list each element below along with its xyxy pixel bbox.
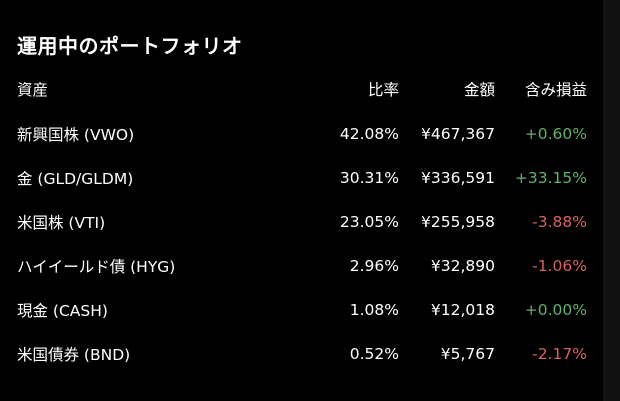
asset-ratio: 2.96% xyxy=(349,257,399,275)
column-header-amount[interactable]: 金額 xyxy=(463,81,495,99)
asset-unrealized-pl: +33.15% xyxy=(514,169,587,187)
asset-amount: ¥467,367 xyxy=(421,125,495,143)
asset-name: 米国株 (VTI) xyxy=(17,214,106,232)
asset-amount: ¥255,958 xyxy=(421,213,495,231)
column-header-asset[interactable]: 資産 xyxy=(17,81,49,99)
asset-ratio: 0.52% xyxy=(349,345,399,363)
asset-name: 現金 (CASH) xyxy=(17,302,108,320)
asset-amount: ¥32,890 xyxy=(430,257,495,275)
asset-amount: ¥336,591 xyxy=(421,169,495,187)
asset-ratio: 42.08% xyxy=(339,125,399,143)
asset-unrealized-pl: +0.00% xyxy=(524,301,587,319)
asset-unrealized-pl: -2.17% xyxy=(532,345,587,363)
portfolio-table: 資産 比率 金額 含み損益 新興国株 (VWO) 42.08% ¥467,367… xyxy=(17,66,587,376)
table-row[interactable]: ハイイールド債 (HYG) 2.96% ¥32,890 -1.06% xyxy=(17,244,587,288)
table-row[interactable]: 米国債券 (BND) 0.52% ¥5,767 -2.17% xyxy=(17,332,587,376)
asset-unrealized-pl: +0.60% xyxy=(524,125,587,143)
asset-name: 新興国株 (VWO) xyxy=(17,126,135,144)
asset-name: ハイイールド債 (HYG) xyxy=(17,258,176,276)
column-header-ratio[interactable]: 比率 xyxy=(367,81,399,99)
table-row[interactable]: 金 (GLD/GLDM) 30.31% ¥336,591 +33.15% xyxy=(17,156,587,200)
asset-name: 米国債券 (BND) xyxy=(17,346,131,364)
asset-ratio: 23.05% xyxy=(339,213,399,231)
asset-ratio: 1.08% xyxy=(349,301,399,319)
asset-amount: ¥5,767 xyxy=(440,345,495,363)
asset-unrealized-pl: -1.06% xyxy=(532,257,587,275)
asset-ratio: 30.31% xyxy=(339,169,399,187)
window-edge xyxy=(603,0,620,401)
asset-amount: ¥12,018 xyxy=(430,301,495,319)
table-row[interactable]: 新興国株 (VWO) 42.08% ¥467,367 +0.60% xyxy=(17,112,587,156)
portfolio-panel: 運用中のポートフォリオ 資産 比率 金額 含み損益 新興国株 (VWO) 42.… xyxy=(17,34,587,376)
page-title: 運用中のポートフォリオ xyxy=(17,34,243,58)
column-header-pl[interactable]: 含み損益 xyxy=(524,81,587,99)
table-header-row: 資産 比率 金額 含み損益 xyxy=(17,66,587,112)
table-row[interactable]: 現金 (CASH) 1.08% ¥12,018 +0.00% xyxy=(17,288,587,332)
asset-unrealized-pl: -3.88% xyxy=(532,213,587,231)
asset-name: 金 (GLD/GLDM) xyxy=(17,170,134,188)
table-row[interactable]: 米国株 (VTI) 23.05% ¥255,958 -3.88% xyxy=(17,200,587,244)
